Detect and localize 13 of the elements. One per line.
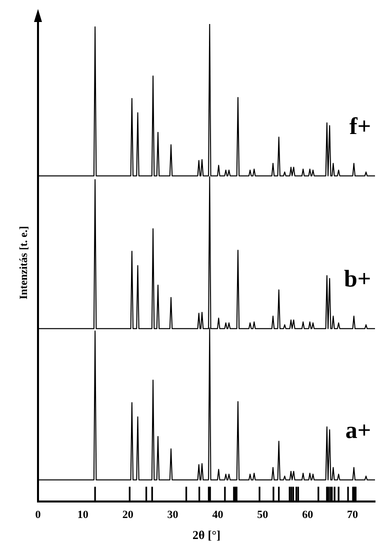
series-label: f+ (349, 114, 371, 140)
x-tick-label: 30 (167, 508, 179, 521)
x-tick-label: 70 (347, 508, 359, 521)
y-axis-title: Intenzitás [t. e.] (18, 226, 30, 300)
x-tick-label: 50 (257, 508, 269, 521)
x-tick-label: 20 (122, 508, 134, 521)
series-label: a+ (345, 418, 371, 444)
x-tick-label: 40 (212, 508, 224, 521)
x-tick-label: 0 (35, 508, 42, 521)
x-tick-label: 60 (302, 508, 314, 521)
x-axis-title: 2θ [°] (192, 528, 221, 542)
x-tick-label: 10 (77, 508, 89, 521)
series-label: b+ (344, 266, 371, 293)
